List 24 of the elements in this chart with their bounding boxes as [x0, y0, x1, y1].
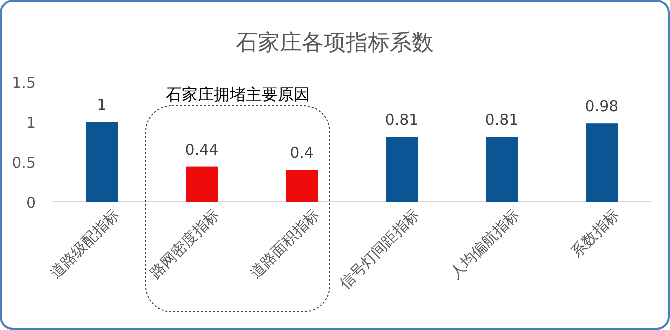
y-tick-label: 0: [26, 194, 36, 212]
bar: [586, 124, 618, 202]
bar: [186, 166, 218, 202]
x-tick-label: 道路级配指标: [46, 206, 123, 282]
bar: [286, 170, 318, 202]
bar: [386, 137, 418, 202]
data-label: 0.44: [185, 140, 219, 159]
data-label: 0.4: [290, 144, 314, 162]
data-label: 0.81: [385, 111, 419, 130]
data-label: 0.98: [585, 98, 619, 116]
data-label: 0.81: [485, 111, 519, 130]
y-tick-label: 1.5: [12, 74, 36, 92]
x-tick-label: 人均偏航指标: [446, 206, 523, 282]
x-tick-label: 路网密度指标: [146, 206, 223, 282]
x-tick-label: 信号灯间距指标: [336, 206, 423, 294]
annotation: 石家庄拥堵主要原因: [166, 85, 310, 104]
bar: [86, 122, 118, 202]
x-tick-label: 系数指标: [568, 206, 623, 262]
y-tick-label: 1: [26, 114, 36, 132]
x-tick-label: 道路面积指标: [246, 206, 323, 282]
chart-title: 石家庄各项指标系数: [236, 31, 434, 56]
y-tick-label: 0.5: [12, 154, 36, 172]
data-label: 1: [97, 96, 107, 114]
bar: [486, 137, 518, 202]
